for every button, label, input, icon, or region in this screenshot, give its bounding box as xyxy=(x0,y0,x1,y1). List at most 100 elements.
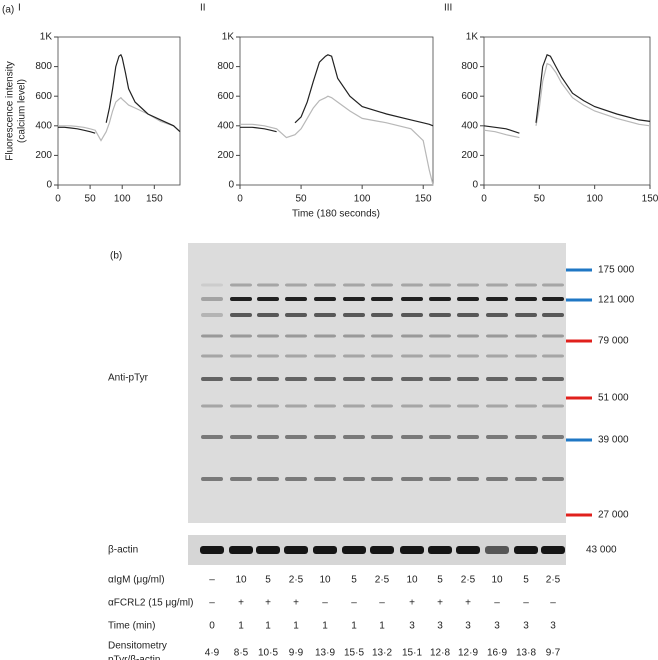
band xyxy=(371,435,393,439)
cell: 16·9 xyxy=(487,648,507,659)
band xyxy=(515,477,537,481)
blot xyxy=(188,243,566,523)
data-line xyxy=(240,95,434,186)
y-tick-label: 0 xyxy=(472,180,478,191)
cell: 15·5 xyxy=(344,648,364,659)
band xyxy=(285,283,307,287)
weight-label: 43 000 xyxy=(586,545,617,556)
cell: 10·5 xyxy=(258,648,278,659)
band xyxy=(542,334,564,338)
band xyxy=(257,435,279,439)
band xyxy=(515,334,537,338)
marker-label: 51 000 xyxy=(598,393,629,404)
band xyxy=(457,334,479,338)
cell: 10 xyxy=(491,575,503,586)
y-tick-label: 0 xyxy=(46,180,52,191)
band xyxy=(371,354,393,358)
band xyxy=(285,334,307,338)
row-label: αFCRL2 (15 μg/ml) xyxy=(108,598,193,609)
band xyxy=(257,377,279,381)
band xyxy=(515,354,537,358)
band xyxy=(429,283,451,287)
blot-label: β-actin xyxy=(108,545,138,556)
cell: 12·9 xyxy=(458,648,478,659)
band xyxy=(542,297,564,301)
cell: 10 xyxy=(319,575,331,586)
panel-label: (a) xyxy=(2,5,14,16)
band xyxy=(230,354,252,358)
band xyxy=(201,283,223,287)
marker-label: 79 000 xyxy=(598,336,629,347)
band xyxy=(343,354,365,358)
band xyxy=(401,404,423,408)
cell: 1 xyxy=(238,621,244,632)
y-tick-label: 1K xyxy=(466,32,479,43)
actin-band xyxy=(342,546,366,554)
band xyxy=(486,377,508,381)
chart-title: I xyxy=(18,3,21,14)
cell: 3 xyxy=(437,621,443,632)
band xyxy=(201,334,223,338)
band xyxy=(343,404,365,408)
band xyxy=(230,477,252,481)
band xyxy=(401,334,423,338)
band xyxy=(371,404,393,408)
cell: + xyxy=(293,598,299,609)
band xyxy=(343,283,365,287)
band xyxy=(429,334,451,338)
band xyxy=(515,283,537,287)
band xyxy=(486,435,508,439)
cell: – xyxy=(209,575,215,586)
band xyxy=(457,477,479,481)
x-tick-label: 100 xyxy=(586,194,603,205)
band xyxy=(201,354,223,358)
band xyxy=(371,313,393,317)
band xyxy=(343,435,365,439)
plot-frame xyxy=(57,36,181,186)
y-tick-label: 800 xyxy=(217,61,234,72)
actin-band xyxy=(485,546,509,554)
band xyxy=(542,313,564,317)
band xyxy=(257,297,279,301)
band xyxy=(285,313,307,317)
data-line xyxy=(58,53,181,134)
y-tick-label: 400 xyxy=(35,120,52,131)
cell: 9·9 xyxy=(289,648,304,659)
band xyxy=(542,283,564,287)
band xyxy=(371,334,393,338)
band xyxy=(542,377,564,381)
y-tick-label: 800 xyxy=(461,61,478,72)
band xyxy=(515,435,537,439)
band xyxy=(257,354,279,358)
band xyxy=(285,354,307,358)
y-tick-label: 200 xyxy=(217,150,234,161)
x-axis-label: Time (180 seconds) xyxy=(292,209,380,220)
cell: 8·5 xyxy=(234,648,249,659)
y-tick-label: 1K xyxy=(222,32,235,43)
y-axis-label: (calcium level) xyxy=(17,79,28,143)
cell: 3 xyxy=(465,621,471,632)
band xyxy=(486,313,508,317)
cell: 5 xyxy=(523,575,529,586)
band xyxy=(285,477,307,481)
band xyxy=(343,313,365,317)
band xyxy=(515,404,537,408)
plot-frame xyxy=(483,36,651,186)
band xyxy=(201,313,223,317)
y-tick-label: 600 xyxy=(217,91,234,102)
cell: + xyxy=(238,598,244,609)
band xyxy=(486,477,508,481)
marker-label: 27 000 xyxy=(598,510,629,521)
cell: – xyxy=(550,598,556,609)
band xyxy=(429,354,451,358)
band xyxy=(515,377,537,381)
cell: – xyxy=(322,598,328,609)
cell: 2·5 xyxy=(375,575,390,586)
band xyxy=(515,313,537,317)
actin-band xyxy=(400,546,424,554)
band xyxy=(371,297,393,301)
cell: 2·5 xyxy=(546,575,561,586)
band xyxy=(201,435,223,439)
band xyxy=(257,334,279,338)
band xyxy=(201,477,223,481)
